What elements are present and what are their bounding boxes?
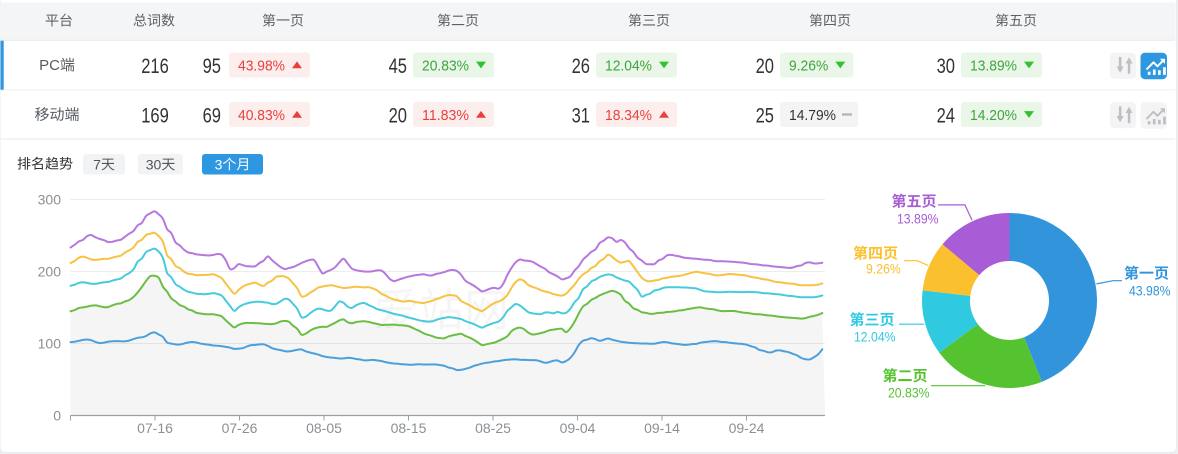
svg-text:07-16: 07-16: [137, 420, 173, 436]
svg-text:100: 100: [38, 335, 62, 351]
svg-text:26: 26: [572, 55, 590, 78]
svg-text:40.83%: 40.83%: [238, 107, 285, 124]
svg-text:30: 30: [937, 55, 955, 78]
svg-text:7: 7: [93, 156, 101, 172]
svg-text:0: 0: [53, 407, 61, 423]
svg-text:18.34%: 18.34%: [605, 107, 652, 124]
svg-text:12.04%: 12.04%: [605, 57, 652, 74]
svg-text:20: 20: [756, 55, 774, 78]
svg-text:12.04%: 12.04%: [854, 329, 896, 345]
svg-text:216: 216: [141, 55, 169, 78]
svg-text:31: 31: [572, 104, 590, 127]
svg-text:07-26: 07-26: [222, 420, 258, 436]
svg-text:20.83%: 20.83%: [888, 385, 930, 401]
svg-text:169: 169: [141, 104, 169, 127]
svg-text:08-25: 08-25: [475, 420, 511, 436]
svg-text:43.98%: 43.98%: [1129, 283, 1171, 299]
svg-text:14.79%: 14.79%: [789, 107, 836, 124]
svg-text:09-04: 09-04: [560, 420, 596, 436]
svg-text:14.20%: 14.20%: [970, 107, 1017, 124]
svg-text:25: 25: [756, 104, 774, 127]
svg-text:20.83%: 20.83%: [422, 57, 469, 74]
svg-text:9.26%: 9.26%: [866, 261, 901, 277]
svg-text:20: 20: [389, 104, 407, 127]
svg-text:45: 45: [389, 55, 407, 78]
svg-text:300: 300: [38, 191, 62, 207]
svg-text:43.98%: 43.98%: [238, 57, 285, 74]
svg-text:09-24: 09-24: [729, 420, 765, 436]
svg-text:11.83%: 11.83%: [422, 107, 469, 124]
svg-text:200: 200: [38, 263, 62, 279]
svg-text:69: 69: [203, 104, 221, 127]
svg-text:13.89%: 13.89%: [897, 211, 939, 227]
svg-text:3: 3: [215, 156, 223, 172]
svg-text:09-14: 09-14: [644, 420, 680, 436]
svg-text:13.89%: 13.89%: [970, 57, 1017, 74]
svg-text:24: 24: [937, 104, 956, 127]
svg-text:08-15: 08-15: [391, 420, 427, 436]
svg-text:95: 95: [203, 55, 221, 78]
svg-text:9.26%: 9.26%: [789, 57, 828, 74]
svg-text:PC: PC: [39, 57, 60, 74]
svg-text:30: 30: [146, 156, 162, 172]
svg-text:08-05: 08-05: [306, 420, 342, 436]
